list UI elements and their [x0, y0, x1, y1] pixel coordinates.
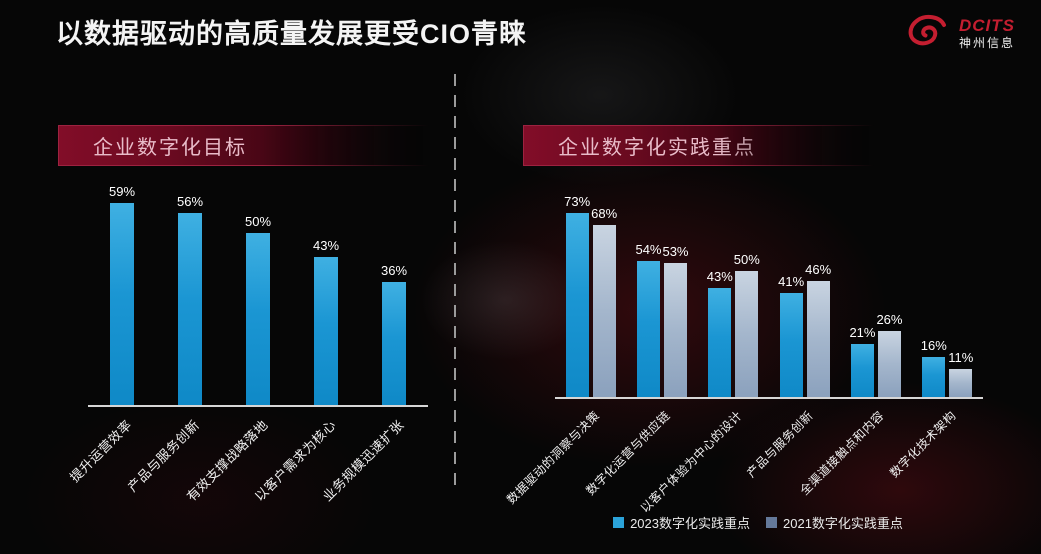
bar: 59%: [109, 184, 135, 405]
legend-label: 2023数字化实践重点: [630, 516, 750, 531]
bar-group: 54% 53% 数字化运营与供应链: [584, 195, 697, 498]
bar-group: 16% 11% 数字化技术架构: [887, 195, 983, 481]
bar-value-label: 50%: [244, 214, 272, 230]
category-label: 提升运营效率: [66, 417, 135, 486]
logo-company-text: 神州信息: [958, 36, 1015, 51]
category-label: 数字化技术架构: [886, 408, 959, 481]
bar-group: 43% 以客户需求为核心: [252, 182, 360, 504]
bar-value-label: 11%: [948, 350, 974, 366]
bar-value-label: 53%: [662, 244, 689, 260]
bar-group: 56% 产品与服务创新: [125, 182, 224, 495]
legend-swatch-icon: [613, 517, 625, 528]
logo-brand-text: DCITS: [958, 15, 1015, 35]
bar-value-label: 59%: [108, 183, 136, 199]
bar-value-label: 26%: [876, 312, 903, 328]
bar-group: 36% 业务规模迅速扩张: [320, 182, 428, 505]
chart-header-practice: 企业数字化实践重点: [523, 125, 875, 166]
bar-series-0: 41%: [778, 274, 804, 397]
bar-value-label: 41%: [778, 274, 805, 290]
bar-series-1: 26%: [876, 312, 902, 397]
bar-series-0: 21%: [849, 325, 875, 397]
bar-value-label: 54%: [635, 241, 662, 257]
chart-header-goals: 企业数字化目标: [58, 125, 430, 166]
bar-value-label: 68%: [591, 206, 618, 222]
bar-series-0: 73%: [564, 194, 590, 397]
legend-item: 2023数字化实践重点: [613, 513, 750, 532]
bar-series-0: 16%: [921, 338, 947, 397]
bar: 50%: [245, 214, 271, 405]
bar-series-0: 54%: [635, 242, 662, 397]
bar-group: 21% 26% 全渠道接触点和内容: [798, 195, 911, 498]
panel-digital-goals: 企业数字化目标 59% 提升运营效率 56% 产品与服务创新 50% 有效支撑战略落地 43…: [58, 125, 430, 505]
bar-series-0: 43%: [707, 269, 733, 397]
legend-swatch-icon: [766, 517, 777, 528]
bar-value-label: 56%: [176, 193, 204, 209]
bar-group: 41% 46% 产品与服务创新: [744, 195, 840, 480]
dcits-swirl-icon: [903, 12, 953, 55]
company-logo: DCITS 神州信息: [903, 12, 1015, 55]
bar-series-1: 11%: [948, 350, 973, 397]
bar-series-1: 50%: [734, 252, 760, 397]
panel-practice-focus: 企业数字化实践重点 73% 68% 数据驱动的洞察与决策 54% 53% 数字化运营与供应…: [504, 125, 993, 516]
dashed-divider: [454, 74, 456, 494]
bar-series-1: 53%: [662, 244, 689, 397]
bar-value-label: 16%: [920, 337, 947, 353]
legend-label: 2021数字化实践重点: [783, 516, 903, 531]
bar: 36%: [381, 263, 407, 405]
bar: 43%: [313, 238, 339, 405]
bar-group: 50% 有效支撑战略落地: [184, 182, 292, 504]
bar-value-label: 21%: [849, 324, 876, 340]
bar-value-label: 36%: [380, 262, 408, 278]
bar-group: 43% 50% 以客户体验为中心的设计: [638, 195, 769, 516]
chart-legend: 2023数字化实践重点 2021数字化实践重点: [523, 513, 993, 532]
bar-chart-goals: 59% 提升运营效率 56% 产品与服务创新 50% 有效支撑战略落地 43% 以客户需求为核…: [67, 182, 428, 505]
legend-item: 2021数字化实践重点: [766, 513, 903, 532]
bar: 56%: [177, 194, 203, 405]
bar-chart-practice: 73% 68% 数据驱动的洞察与决策 54% 53% 数字化运营与供应链 43% 50% 以客户…: [504, 194, 983, 516]
slide-title: 以数据驱动的高质量发展更受CIO青睐: [56, 19, 528, 49]
bar-series-1: 46%: [805, 262, 831, 397]
bar-value-label: 50%: [733, 251, 760, 267]
category-label: 产品与服务创新: [744, 408, 816, 481]
bar-value-label: 46%: [805, 261, 832, 277]
bar-value-label: 73%: [564, 193, 591, 209]
bar-value-label: 43%: [312, 238, 340, 254]
bar-value-label: 43%: [706, 269, 733, 285]
bar-series-1: 68%: [591, 206, 617, 397]
bar-group: 59% 提升运营效率: [67, 182, 156, 485]
bar-group: 73% 68% 数据驱动的洞察与决策: [504, 194, 626, 507]
